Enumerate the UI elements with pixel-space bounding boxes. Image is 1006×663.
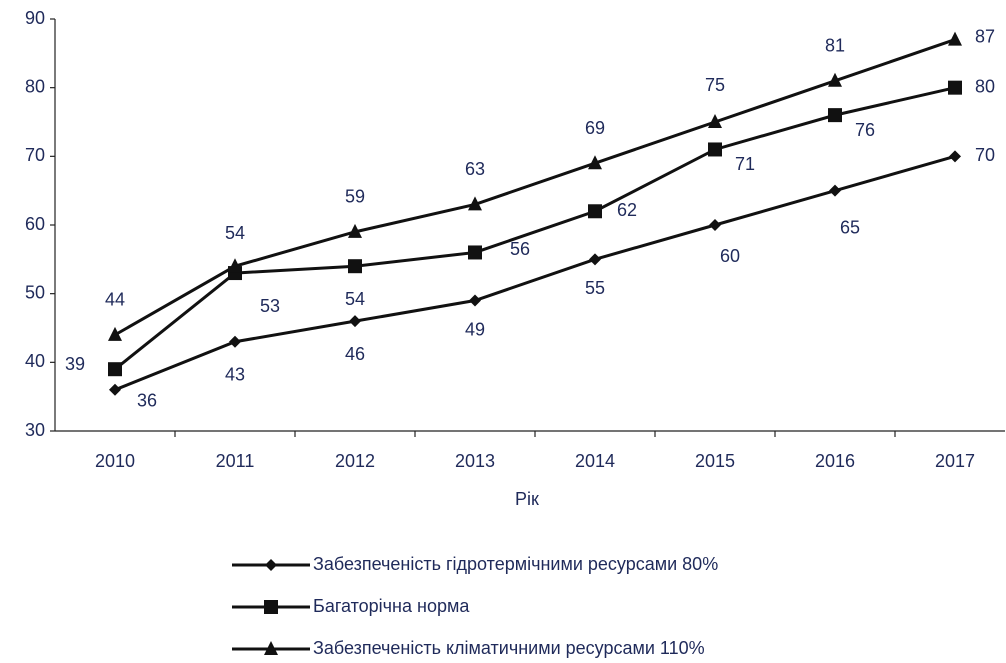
- marker: [708, 114, 722, 128]
- legend-marker: [264, 600, 278, 614]
- y-tick-label: 50: [25, 282, 45, 302]
- data-label: 49: [465, 319, 485, 339]
- data-label: 60: [720, 246, 740, 266]
- marker: [588, 204, 602, 219]
- x-tick-label: 2011: [216, 451, 255, 471]
- legend-marker: [265, 559, 277, 571]
- marker: [709, 219, 721, 231]
- y-tick-label: 90: [25, 8, 45, 28]
- data-label: 87: [975, 26, 995, 46]
- legend-marker: [264, 641, 278, 655]
- line: [114, 38, 956, 337]
- y-tick-label: 60: [25, 214, 45, 234]
- data-label: 80: [975, 76, 995, 96]
- marker: [108, 326, 122, 341]
- legend-label: Забезпеченість кліматичними ресурсами 11…: [313, 638, 705, 658]
- data-label: 76: [855, 120, 875, 140]
- data-label: 46: [345, 344, 365, 364]
- y-tick-label: 30: [25, 420, 45, 440]
- marker: [469, 294, 481, 307]
- x-tick-label: 2010: [95, 451, 135, 471]
- x-tick-label: 2015: [695, 451, 735, 471]
- data-label: 65: [840, 217, 860, 237]
- data-label: 69: [585, 118, 605, 138]
- marker: [228, 258, 242, 273]
- data-label: 36: [137, 391, 157, 411]
- data-label: 54: [345, 289, 365, 309]
- data-label: 44: [105, 290, 125, 310]
- x-tick-label: 2016: [815, 451, 855, 471]
- marker: [829, 184, 841, 197]
- x-tick-label: 2017: [935, 451, 975, 471]
- y-tick-label: 80: [25, 76, 45, 96]
- data-label: 70: [975, 145, 995, 165]
- data-label: 55: [585, 278, 605, 298]
- data-label: 63: [465, 159, 485, 179]
- x-tick-label: 2013: [455, 451, 495, 471]
- marker: [588, 155, 602, 170]
- data-label: 75: [705, 75, 725, 95]
- marker: [949, 150, 961, 163]
- marker: [349, 315, 361, 328]
- marker: [348, 223, 362, 238]
- marker: [828, 72, 842, 87]
- marker: [828, 108, 842, 123]
- marker: [948, 80, 962, 95]
- data-label: 39: [65, 354, 85, 374]
- data-label: 59: [345, 187, 365, 207]
- y-tick-label: 40: [25, 351, 45, 371]
- x-tick-label: 2012: [335, 451, 375, 471]
- marker: [348, 259, 362, 274]
- marker: [229, 335, 241, 348]
- line: [114, 154, 956, 392]
- marker: [108, 362, 122, 377]
- legend-label: Забезпеченість гідротермічними ресурсами…: [313, 554, 718, 574]
- x-axis-label: Рік: [515, 489, 539, 509]
- data-label: 81: [825, 36, 845, 56]
- line: [114, 86, 956, 371]
- data-label: 43: [225, 364, 245, 384]
- marker: [468, 245, 482, 260]
- data-label: 54: [225, 223, 245, 243]
- marker: [589, 253, 601, 266]
- marker: [109, 383, 121, 396]
- marker: [948, 31, 962, 46]
- data-label: 56: [510, 239, 530, 259]
- y-tick-label: 70: [25, 145, 45, 165]
- x-tick-label: 2014: [575, 451, 615, 471]
- marker: [468, 196, 482, 211]
- data-label: 71: [735, 154, 755, 174]
- data-label: 53: [260, 296, 280, 316]
- data-label: 62: [617, 200, 637, 220]
- legend-label: Багаторічна норма: [313, 596, 470, 616]
- marker: [708, 142, 722, 157]
